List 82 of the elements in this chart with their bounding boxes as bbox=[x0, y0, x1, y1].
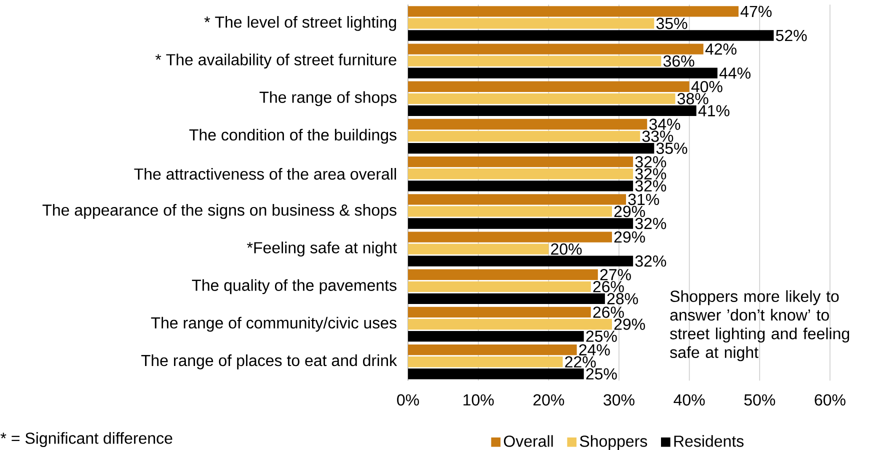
bar bbox=[408, 118, 648, 130]
text: * = Significant difference bbox=[0, 432, 172, 448]
data-label: 35% bbox=[656, 142, 688, 154]
data-label: 29% bbox=[614, 318, 646, 330]
bar bbox=[408, 168, 634, 180]
bar bbox=[408, 44, 704, 54]
y-tick-label: The range of shops bbox=[260, 91, 396, 106]
x-tick-label: 60% bbox=[814, 394, 846, 406]
bar bbox=[408, 6, 739, 17]
bar bbox=[408, 368, 584, 380]
bar bbox=[408, 232, 612, 242]
data-label: 33% bbox=[642, 130, 674, 142]
data-label: 52% bbox=[776, 30, 807, 42]
bar bbox=[408, 206, 612, 217]
y-tick-label: *Feeling safe at night bbox=[247, 242, 397, 257]
data-label: 32% bbox=[635, 180, 666, 192]
x-tick-label: 50% bbox=[744, 394, 776, 406]
data-label: 29% bbox=[614, 231, 646, 243]
bar bbox=[408, 244, 549, 254]
bar bbox=[408, 330, 584, 342]
x-tick-label: 30% bbox=[604, 394, 634, 406]
x-tick-label: 10% bbox=[464, 394, 494, 406]
data-label: 20% bbox=[551, 243, 582, 255]
data-label: 29% bbox=[614, 206, 646, 218]
x-tick-label: 0% bbox=[397, 394, 419, 406]
data-label: 26% bbox=[593, 306, 624, 318]
bar bbox=[408, 218, 634, 229]
y-tick-label: * The availability of street furniture bbox=[155, 54, 396, 69]
data-label: 22% bbox=[565, 356, 596, 368]
data-label: 32% bbox=[635, 255, 666, 267]
data-label: 41% bbox=[698, 105, 730, 116]
data-label: 32% bbox=[635, 218, 666, 230]
bar bbox=[408, 56, 662, 66]
bar bbox=[408, 105, 696, 116]
y-tick-label: The condition of the buildings bbox=[189, 128, 396, 144]
bar bbox=[408, 256, 634, 266]
bar bbox=[408, 344, 577, 356]
y-tick-label: The appearance of the signs on business & shops bbox=[42, 204, 396, 219]
bar bbox=[408, 293, 605, 304]
bar bbox=[408, 68, 718, 78]
y-tick-label: The attractiveness of the area overall bbox=[134, 168, 396, 180]
data-label: 27% bbox=[600, 269, 631, 280]
data-label: 24% bbox=[579, 344, 610, 356]
bar bbox=[408, 194, 626, 205]
bar bbox=[408, 130, 640, 142]
data-label: 40% bbox=[691, 80, 722, 92]
data-label: 42% bbox=[705, 43, 736, 55]
bar bbox=[408, 180, 634, 192]
data-label: 47% bbox=[740, 6, 772, 18]
data-label: 34% bbox=[649, 118, 680, 130]
bar bbox=[408, 156, 634, 168]
y-tick-label: The quality of the pavements bbox=[192, 279, 396, 294]
data-label: 36% bbox=[663, 55, 694, 67]
data-label: 32% bbox=[635, 156, 666, 168]
bar bbox=[408, 30, 774, 41]
data-label: 28% bbox=[607, 293, 638, 304]
x-tick-label: 40% bbox=[674, 394, 705, 406]
bar bbox=[408, 281, 591, 292]
annotation: Shoppers more likely to answer ’don’t know’ to street lighting and feeling safe at night bbox=[670, 290, 850, 362]
data-label: 44% bbox=[719, 68, 751, 79]
bar bbox=[408, 318, 612, 330]
y-tick-label: * The level of street lighting bbox=[204, 16, 396, 31]
y-tick-label: The range of places to eat and drink bbox=[141, 354, 398, 370]
legend-label: Shoppers bbox=[580, 435, 648, 450]
bar bbox=[408, 269, 598, 280]
bar bbox=[408, 142, 654, 154]
x-tick-label: 20% bbox=[533, 394, 564, 406]
y-tick-label: The range of community/civic uses bbox=[151, 316, 396, 332]
bar bbox=[408, 306, 591, 318]
legend-label: Residents bbox=[674, 435, 744, 447]
data-label: 31% bbox=[628, 194, 660, 206]
data-label: 35% bbox=[656, 18, 688, 30]
bar bbox=[408, 93, 676, 104]
data-label: 25% bbox=[586, 330, 617, 342]
bar bbox=[408, 356, 563, 368]
data-label: 32% bbox=[635, 168, 666, 180]
bar bbox=[408, 81, 690, 92]
data-label: 26% bbox=[593, 281, 624, 292]
data-label: 25% bbox=[586, 368, 617, 380]
bar bbox=[408, 18, 654, 29]
data-label: 38% bbox=[677, 93, 708, 104]
legend-label: Overall bbox=[504, 435, 553, 447]
